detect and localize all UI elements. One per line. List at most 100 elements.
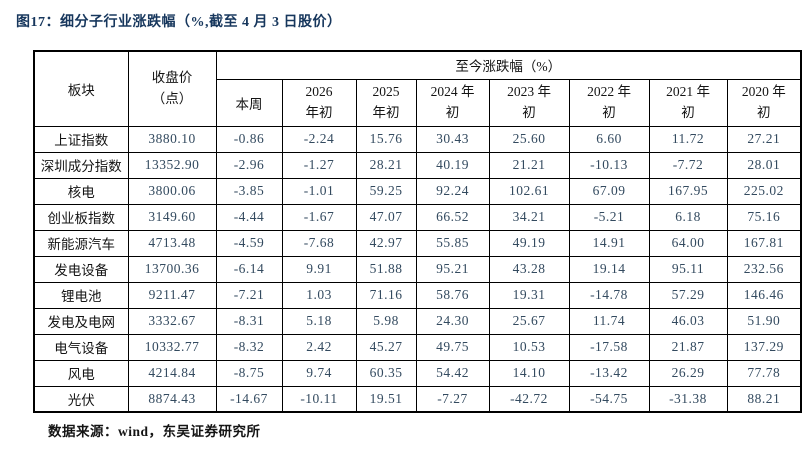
change-value-cell: 59.25	[355, 177, 417, 205]
change-value-cell: -7.27	[415, 385, 490, 413]
col-header-line: 2026	[305, 83, 333, 99]
change-value-cell: -6.14	[215, 255, 283, 283]
col-header-line: 年初	[372, 104, 400, 120]
col-header-sector: 板块	[33, 50, 129, 127]
change-value-cell: 51.90	[726, 307, 802, 335]
table-row: 深圳成分指数 13352.90 -2.96 -1.27 28.21 40.19 21.21-…	[33, 151, 802, 179]
change-value-cell: 27.21	[726, 125, 802, 153]
change-value-cell: 64.00	[648, 229, 728, 257]
change-value-cell: 34.21	[488, 203, 570, 231]
change-value-cell: 19.14	[568, 255, 650, 283]
figure-title: 图17：细分子行业涨跌幅（%,截至 4 月 3 日股价）	[16, 15, 342, 30]
table-row: 光伏 8874.43 -14.67 -10.11 19.51 -7.27 -42.72 -54…	[33, 385, 802, 413]
change-value-cell: 146.46	[726, 281, 802, 309]
change-value-cell: 2.42	[281, 333, 357, 361]
change-value-cell: 49.19	[488, 229, 570, 257]
close-price-cell: 13352.90	[127, 151, 217, 179]
table-row: 锂电池 9211.47 -7.21 1.03 71.16 58.76 19.31 -14.78…	[33, 281, 802, 309]
change-value-cell: 25.67	[488, 307, 570, 335]
col-header-line: 初	[445, 104, 460, 120]
change-value-cell: 71.16	[355, 281, 417, 309]
change-value-cell: -7.21	[215, 281, 283, 309]
change-value-cell: 21.87	[648, 333, 728, 361]
table-row: 上证指数 3880.10 -0.86 -2.24 15.76 30.43 25.60 6.60…	[33, 125, 802, 153]
close-price-cell: 4214.84	[127, 359, 217, 387]
close-price-cell: 3149.60	[127, 203, 217, 231]
change-value-cell: 46.03	[648, 307, 728, 335]
change-value-cell: -14.67	[215, 385, 283, 413]
change-value-cell: -5.21	[568, 203, 650, 231]
col-header-close-line2: （点）	[151, 90, 193, 106]
sector-name-cell: 锂电池	[33, 281, 129, 309]
change-value-cell: 49.75	[415, 333, 490, 361]
change-value-cell: 21.21	[488, 151, 570, 179]
change-value-cell: 10.53	[488, 333, 570, 361]
change-value-cell: 60.35	[355, 359, 417, 387]
table-row: 发电设备 13700.36 -6.14 9.91 51.88 95.21 43.28 19.1…	[33, 255, 802, 283]
change-value-cell: 225.02	[726, 177, 802, 205]
change-value-cell: 137.29	[726, 333, 802, 361]
change-value-cell: 28.21	[355, 151, 417, 179]
change-value-cell: 77.78	[726, 359, 802, 387]
change-value-cell: 6.18	[648, 203, 728, 231]
change-value-cell: -0.86	[215, 125, 283, 153]
change-value-cell: 67.09	[568, 177, 650, 205]
change-value-cell: -17.58	[568, 333, 650, 361]
change-value-cell: 9.74	[281, 359, 357, 387]
change-value-cell: -7.72	[648, 151, 728, 179]
col-header-year-start: 2021 年初	[648, 78, 728, 127]
col-header-line: 2024 年	[430, 83, 475, 99]
change-value-cell: 45.27	[355, 333, 417, 361]
change-value-cell: -1.67	[281, 203, 357, 231]
table-row: 风电 4214.84 -8.75 9.74 60.35 54.42 14.10 -13.42 2…	[33, 359, 802, 387]
close-price-cell: 13700.36	[127, 255, 217, 283]
col-header-line: 2023 年	[507, 83, 551, 99]
change-value-cell: 95.11	[648, 255, 728, 283]
change-value-cell: -8.32	[215, 333, 283, 361]
table-row: 发电及电网 3332.67 -8.31 5.18 5.98 24.30 25.67 11.74…	[33, 307, 802, 335]
col-header-line: 初	[681, 104, 695, 120]
change-value-cell: 11.74	[568, 307, 650, 335]
col-header-line: 初	[522, 104, 536, 120]
table-row: 创业板指数 3149.60 -4.44 -1.67 47.07 66.52 34.21 -5.…	[33, 203, 802, 231]
change-value-cell: 15.76	[355, 125, 417, 153]
col-header-year-start: 2020 年初	[726, 78, 802, 127]
sector-name-cell: 创业板指数	[33, 203, 129, 231]
col-header-year-start: 2025 年初	[355, 78, 417, 127]
change-value-cell: 58.76	[415, 281, 490, 309]
change-value-cell: -31.38	[648, 385, 728, 413]
change-value-cell: -7.68	[281, 229, 357, 257]
col-header-line: 初	[757, 104, 771, 120]
change-value-cell: 167.81	[726, 229, 802, 257]
sector-name-cell: 风电	[33, 359, 129, 387]
col-header-this-week: 本周	[215, 78, 283, 127]
close-price-cell: 3880.10	[127, 125, 217, 153]
change-value-cell: 26.29	[648, 359, 728, 387]
change-value-cell: -2.96	[215, 151, 283, 179]
close-price-cell: 4713.48	[127, 229, 217, 257]
change-value-cell: 167.95	[648, 177, 728, 205]
change-value-cell: 54.42	[415, 359, 490, 387]
change-value-cell: 24.30	[415, 307, 490, 335]
change-value-cell: 66.52	[415, 203, 490, 231]
change-value-cell: 55.85	[415, 229, 490, 257]
sector-name-cell: 发电及电网	[33, 307, 129, 335]
change-value-cell: -10.13	[568, 151, 650, 179]
sector-name-cell: 深圳成分指数	[33, 151, 129, 179]
data-source: 数据来源：wind，东吴证券研究所	[48, 424, 261, 439]
change-value-cell: 14.10	[488, 359, 570, 387]
col-group-header-change-to-date: 至今涨跌幅（%）	[215, 50, 802, 80]
col-header-year-start: 2024 年初	[415, 78, 490, 127]
change-value-cell: 1.03	[281, 281, 357, 309]
change-value-cell: -13.42	[568, 359, 650, 387]
col-header-line: 2021 年	[666, 83, 710, 99]
change-value-cell: -1.27	[281, 151, 357, 179]
col-header-close-price: 收盘价 （点）	[127, 50, 217, 127]
table-row: 电气设备 10332.77 -8.32 2.42 45.27 49.75 10.53 -17.…	[33, 333, 802, 361]
change-value-cell: 14.91	[568, 229, 650, 257]
close-price-cell: 3800.06	[127, 177, 217, 205]
change-value-cell: -8.31	[215, 307, 283, 335]
change-value-cell: 5.18	[281, 307, 357, 335]
change-value-cell: -4.59	[215, 229, 283, 257]
change-value-cell: 30.43	[415, 125, 490, 153]
